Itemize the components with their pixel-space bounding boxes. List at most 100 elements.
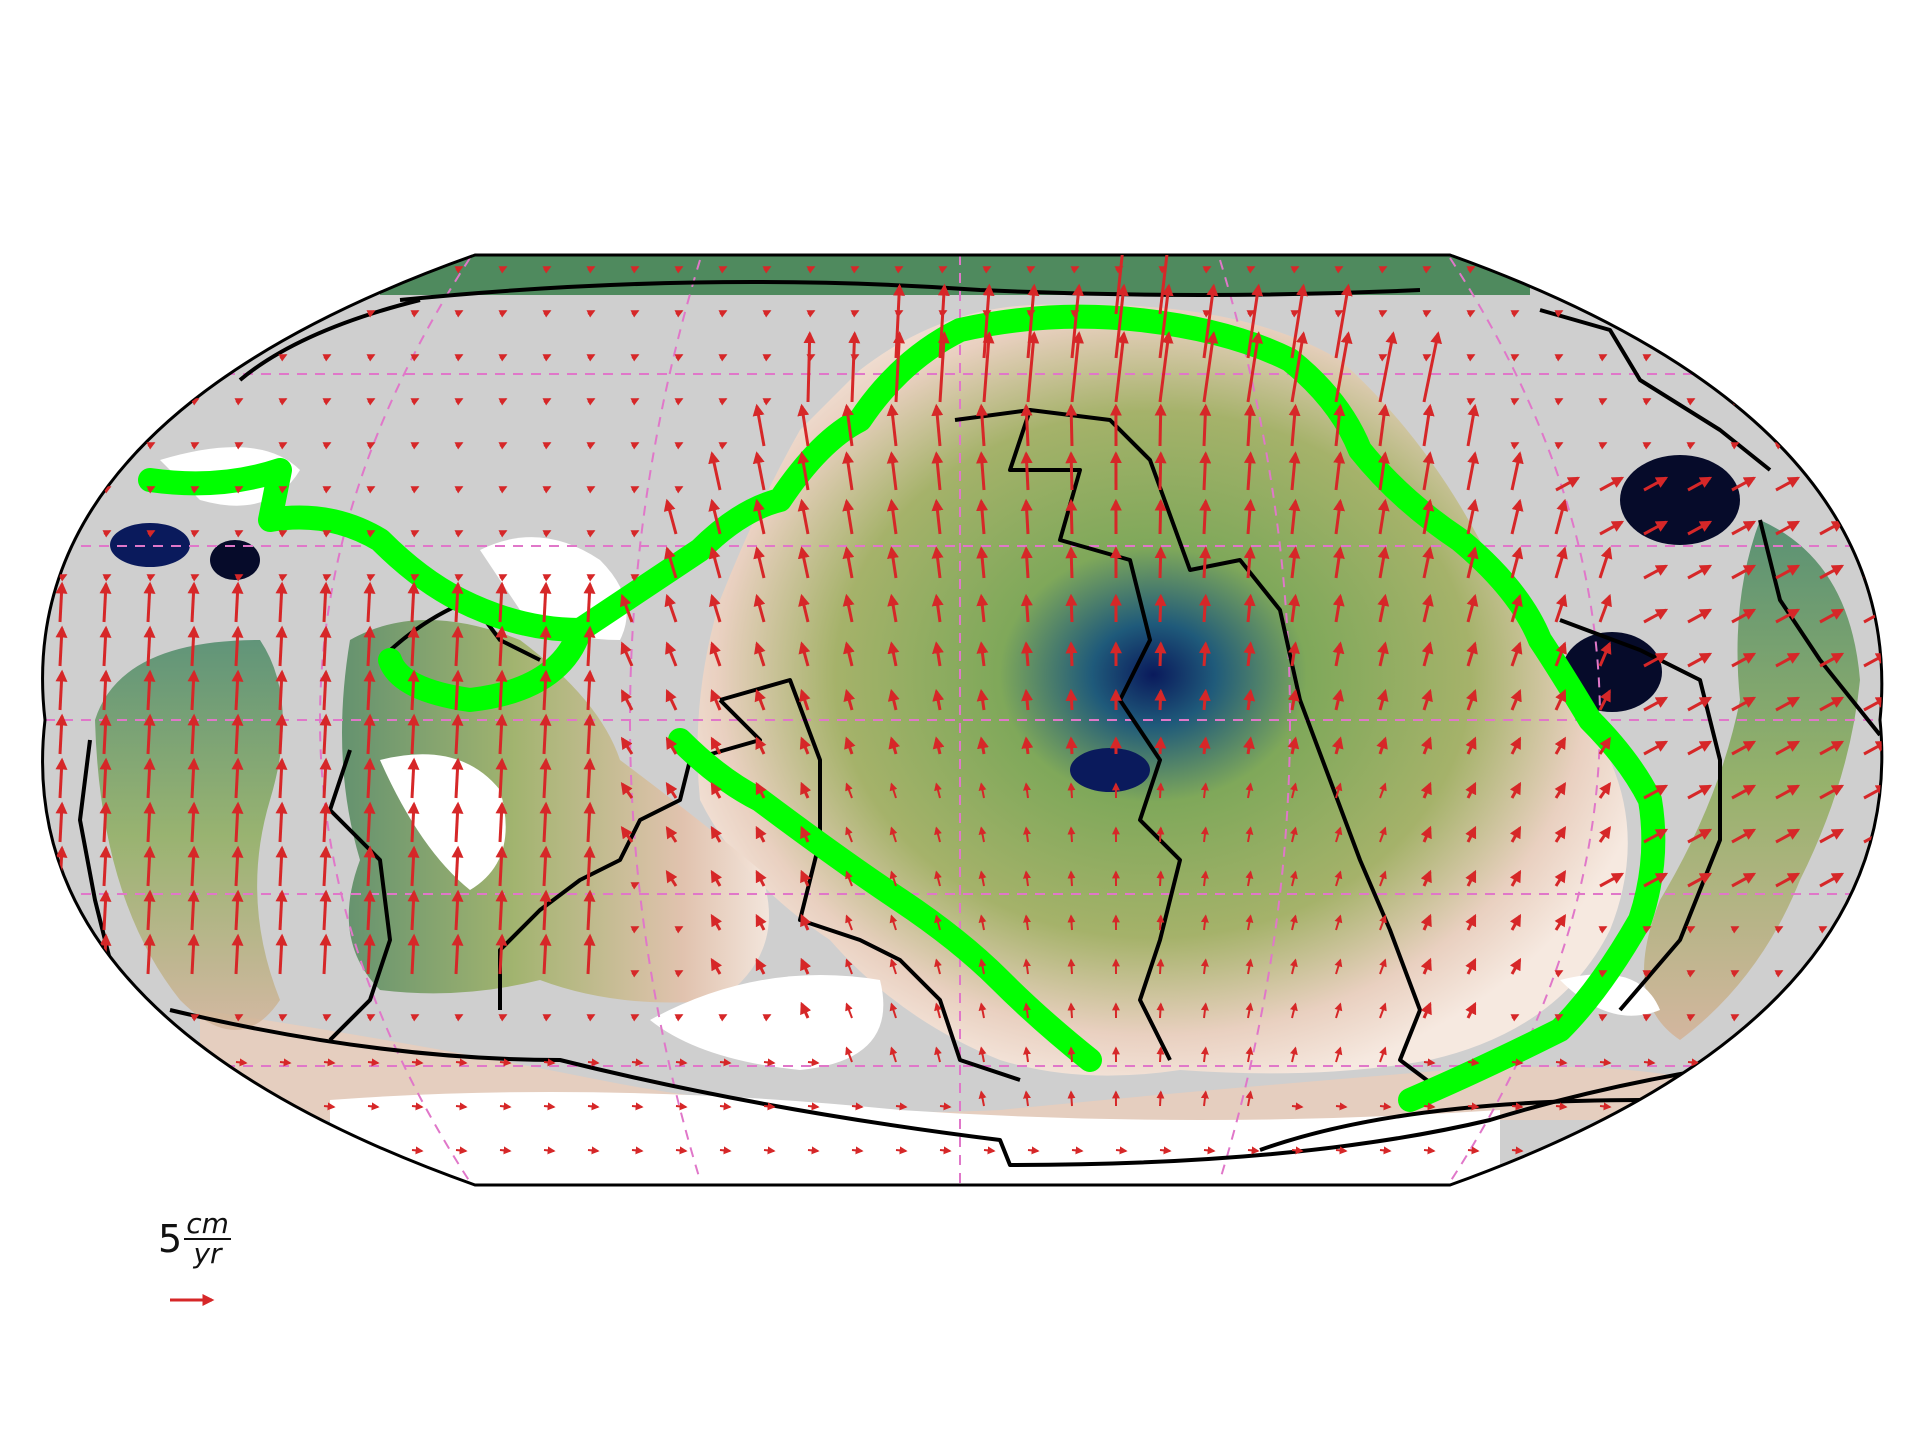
velocity-arrow (850, 310, 860, 318)
velocity-arrow (363, 757, 376, 799)
velocity-arrow (1731, 740, 1757, 756)
velocity-arrow (844, 736, 856, 755)
velocity-arrow (99, 889, 112, 931)
velocity-arrow (1599, 476, 1625, 492)
velocity-arrow (231, 625, 244, 667)
velocity-arrow (498, 354, 508, 362)
velocity-arrow (1643, 1146, 1656, 1155)
velocity-arrow (367, 1146, 380, 1155)
velocity-arrow (1510, 451, 1524, 491)
velocity-arrow (1598, 826, 1611, 843)
velocity-arrow (1599, 1146, 1612, 1155)
velocity-arrow (845, 782, 853, 799)
young-crust-spot (210, 540, 260, 580)
velocity-arrow (708, 451, 722, 491)
velocity-arrow (319, 889, 332, 931)
velocity-arrow (1465, 736, 1477, 755)
velocity-arrow (797, 403, 810, 447)
velocity-arrow (1154, 403, 1167, 447)
velocity-arrow (234, 266, 244, 274)
velocity-arrow (58, 442, 68, 450)
velocity-arrow (674, 1014, 684, 1022)
velocity-arrow (583, 669, 596, 711)
velocity-arrow (1555, 1102, 1568, 1111)
velocity-arrow (187, 713, 200, 755)
velocity-arrow (1642, 354, 1652, 362)
legend-unit-denominator: yr (193, 1237, 222, 1270)
velocity-arrow (1730, 926, 1740, 934)
velocity-arrow (1154, 593, 1167, 623)
velocity-arrow (102, 574, 112, 582)
velocity-arrow (1819, 476, 1845, 492)
velocity-arrow (1377, 593, 1390, 623)
velocity-arrow (1731, 520, 1757, 536)
velocity-arrow (498, 574, 508, 582)
velocity-arrow (1466, 398, 1476, 406)
velocity-arrow (410, 310, 420, 318)
velocity-arrow (934, 958, 942, 975)
velocity-arrow (187, 625, 200, 667)
velocity-arrow (665, 825, 678, 843)
velocity-arrow (1775, 872, 1801, 888)
velocity-arrow (410, 354, 420, 362)
velocity-arrow (1199, 403, 1212, 447)
velocity-arrow (366, 398, 376, 406)
velocity-arrow (1332, 593, 1345, 623)
velocity-arrow (1027, 1146, 1040, 1155)
velocity-arrow (710, 869, 722, 887)
velocity-arrow (1154, 688, 1167, 711)
velocity-arrow (845, 958, 853, 975)
velocity-arrow (190, 354, 200, 362)
velocity-arrow (1598, 593, 1612, 623)
velocity-arrow (586, 398, 596, 406)
velocity-arrow (495, 713, 508, 755)
velocity-arrow (1245, 1002, 1254, 1019)
velocity-arrow (806, 266, 816, 274)
velocity-arrow (1334, 782, 1343, 799)
velocity-arrow (102, 310, 112, 318)
velocity-arrow (1818, 398, 1828, 406)
velocity-arrow (1687, 520, 1713, 536)
velocity-arrow (1114, 255, 1126, 315)
velocity-arrow (799, 736, 811, 755)
velocity-arrow (1288, 498, 1301, 535)
velocity-arrow (234, 442, 244, 450)
velocity-arrow (938, 266, 948, 274)
velocity-arrow (278, 266, 288, 274)
velocity-arrow (718, 354, 728, 362)
velocity-arrow (1774, 970, 1784, 978)
velocity-arrow (1467, 1058, 1480, 1067)
velocity-arrow (1819, 608, 1845, 624)
velocity-arrow (1378, 331, 1398, 403)
velocity-arrow (454, 398, 464, 406)
velocity-arrow (1730, 442, 1740, 450)
tethys-seafloor-field (342, 620, 769, 1003)
velocity-arrow (978, 870, 987, 887)
velocity-arrow (976, 451, 988, 491)
velocity-arrow (583, 801, 596, 843)
velocity-arrow (59, 1102, 72, 1111)
velocity-arrow (1376, 688, 1389, 711)
velocity-arrow (675, 1102, 688, 1111)
velocity-arrow (1863, 696, 1882, 712)
velocity-arrow (1243, 641, 1256, 667)
velocity-arrow (1554, 970, 1564, 978)
velocity-arrow (975, 403, 988, 447)
velocity-arrow (675, 1146, 688, 1155)
velocity-arrow (1065, 593, 1078, 623)
velocity-arrow (55, 757, 68, 799)
velocity-arrow (674, 970, 684, 978)
velocity-arrow (583, 889, 596, 931)
velocity-arrow (275, 625, 288, 667)
velocity-arrow (665, 781, 678, 799)
velocity-arrow (366, 442, 376, 450)
velocity-arrow (1687, 828, 1713, 844)
velocity-arrow (978, 782, 987, 799)
velocity-arrow (363, 625, 376, 667)
velocity-arrow (710, 913, 722, 931)
velocity-arrow (1067, 958, 1076, 975)
velocity-arrow (275, 845, 288, 887)
velocity-arrow (719, 1146, 732, 1155)
velocity-arrow (190, 266, 200, 274)
velocity-arrow (893, 283, 906, 359)
